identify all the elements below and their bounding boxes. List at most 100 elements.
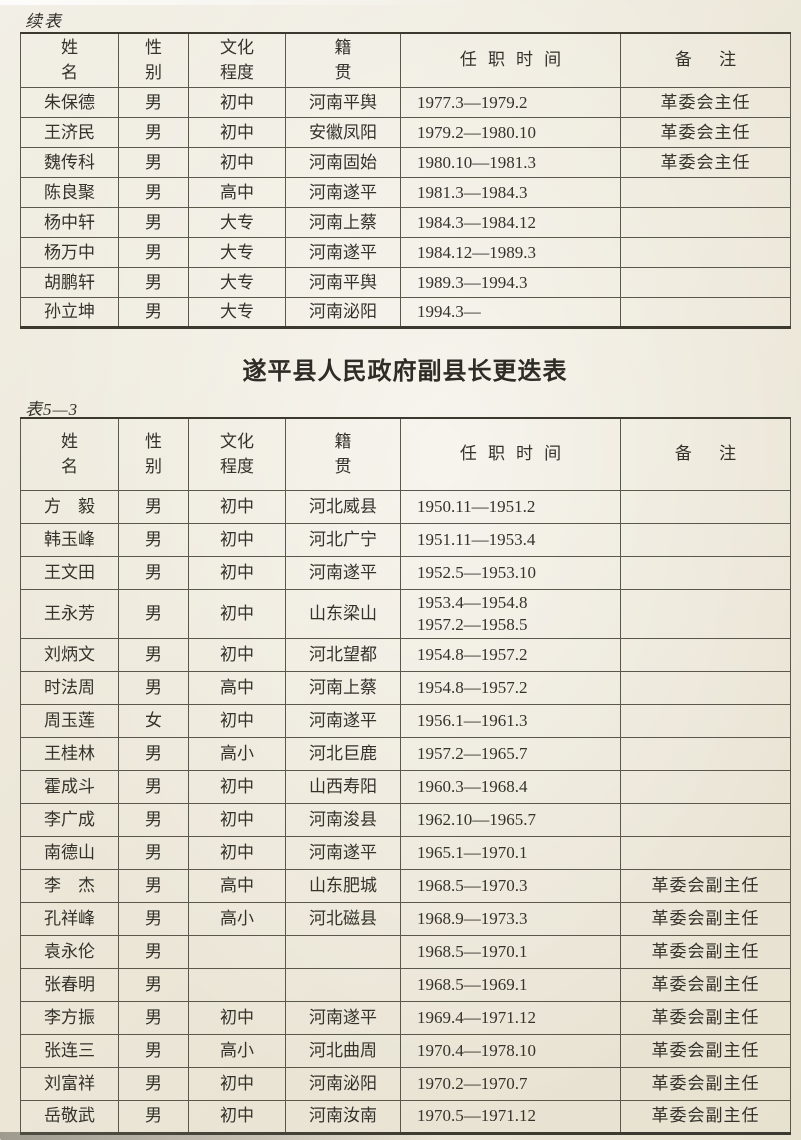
col-header-gender: 性 别	[118, 32, 189, 89]
col-header-name: 姓 名	[20, 32, 119, 89]
header-row: 姓 名 性 别 文化 程度 籍 贯 任职时间 备注	[20, 32, 791, 89]
table-cell: 河南遂平	[285, 703, 401, 738]
table-cell: 李广成	[20, 802, 119, 837]
table-cell: 男	[118, 588, 189, 639]
table-cell: 1962.10—1965.7	[400, 802, 621, 837]
table-cell: 1960.3—1968.4	[400, 769, 621, 804]
table-cell	[620, 237, 791, 269]
table-row: 李广成男初中 河南浚县 1962.10—1965.7	[20, 802, 791, 837]
table-cell: 革委会主任	[620, 117, 791, 149]
table-cell: 1979.2—1980.10	[400, 117, 621, 149]
table-cell: 1994.3—	[400, 297, 621, 329]
table-cell: 时法周	[20, 670, 119, 705]
table-cell: 魏传科	[20, 147, 119, 179]
table-cell: 男	[118, 736, 189, 771]
table-cell: 河南固始	[285, 147, 401, 179]
table-cell	[620, 177, 791, 209]
table-cell: 1953.4—1954.8 1957.2—1958.5	[400, 588, 621, 639]
table-cell: 1956.1—1961.3	[400, 703, 621, 738]
col-header-native-place: 籍 贯	[285, 32, 401, 89]
table-cell: 河北威县	[285, 489, 401, 524]
table-cell: 男	[118, 555, 189, 590]
table-cell: 河南遂平	[285, 835, 401, 870]
table-cell	[620, 555, 791, 590]
continued-table-label: 续表	[25, 12, 63, 31]
table-cell	[188, 934, 286, 969]
table-cell: 革委会主任	[620, 147, 791, 179]
table-cell: 1968.5—1969.1	[400, 967, 621, 1002]
table-cell: 1980.10—1981.3	[400, 147, 621, 179]
table-cell: 王永芳	[20, 588, 119, 639]
table-cell	[620, 489, 791, 524]
table-cell: 革委会副主任	[620, 901, 791, 936]
table-cell: 初中	[188, 1099, 286, 1134]
col-header-name: 姓 名	[20, 417, 119, 491]
col-header-education: 文化 程度	[188, 32, 286, 89]
table-cell: 刘富祥	[20, 1066, 119, 1101]
table-cell: 高中	[188, 868, 286, 903]
table-cell: 河北望都	[285, 637, 401, 672]
table-cell: 河南泌阳	[285, 1066, 401, 1101]
table-cell: 刘炳文	[20, 637, 119, 672]
table-cell: 初中	[188, 802, 286, 837]
table-cell	[620, 522, 791, 557]
table-cell	[620, 267, 791, 299]
table-cell: 大专	[188, 207, 286, 239]
table-cell: 革委会副主任	[620, 1033, 791, 1068]
table-cell: 男	[118, 1000, 189, 1035]
table-row: 王文田男初中 河南遂平 1952.5—1953.10	[20, 555, 791, 590]
table-row: 杨中轩男大专 河南上蔡 1984.3—1984.12	[20, 207, 791, 239]
table-cell: 男	[118, 670, 189, 705]
table-cell: 男	[118, 177, 189, 209]
table-cell: 河南上蔡	[285, 670, 401, 705]
table-cell: 河北广宁	[285, 522, 401, 557]
table-cell: 山东肥城	[285, 868, 401, 903]
table-cell	[620, 670, 791, 705]
table-cell: 河南泌阳	[285, 297, 401, 329]
table-cell	[620, 802, 791, 837]
table-row: 周玉莲女初中 河南遂平 1956.1—1961.3	[20, 703, 791, 738]
table-cell: 初中	[188, 1000, 286, 1035]
table-cell: 山西寿阳	[285, 769, 401, 804]
table-cell	[620, 703, 791, 738]
table-cell: 1970.2—1970.7	[400, 1066, 621, 1101]
table-cell: 朱保德	[20, 87, 119, 119]
table-row: 杨万中男大专 河南遂平 1984.12—1989.3	[20, 237, 791, 269]
table-cell: 高小	[188, 1033, 286, 1068]
table-cell: 1989.3—1994.3	[400, 267, 621, 299]
table-cell: 韩玉峰	[20, 522, 119, 557]
table-cell: 男	[118, 967, 189, 1002]
table-cell: 河北巨鹿	[285, 736, 401, 771]
table-cell: 河南遂平	[285, 237, 401, 269]
table-cell: 初中	[188, 522, 286, 557]
col-header-tenure: 任职时间	[400, 32, 621, 89]
table-cell: 1970.4—1978.10	[400, 1033, 621, 1068]
table-cell: 河南汝南	[285, 1099, 401, 1134]
table-cell: 李方振	[20, 1000, 119, 1035]
table-cell: 李 杰	[20, 868, 119, 903]
table-cell: 男	[118, 522, 189, 557]
header-row: 姓 名 性 别 文化 程度 籍 贯 任职时间 备注	[20, 417, 791, 491]
table-cell: 孔祥峰	[20, 901, 119, 936]
table-row: 王济民男初中 安徽凤阳 1979.2—1980.10 革委会主任	[20, 117, 791, 149]
table-row: 陈良聚男高中 河南遂平 1981.3—1984.3	[20, 177, 791, 209]
table-cell: 安徽凤阳	[285, 117, 401, 149]
table-row: 张春明男 1968.5—1969.1 革委会副主任	[20, 967, 791, 1002]
table-cell: 岳敬武	[20, 1099, 119, 1134]
table-cell: 大专	[188, 297, 286, 329]
table-cell: 1954.8—1957.2	[400, 670, 621, 705]
table-cell: 革委会主任	[620, 87, 791, 119]
table-cell	[620, 207, 791, 239]
col-header-tenure: 任职时间	[400, 417, 621, 491]
deputy-magistrate-table: 姓 名 性 别 文化 程度 籍 贯 任职时间 备注 方 毅男初中 河北威县 1950…	[20, 417, 791, 1135]
table-cell	[620, 588, 791, 639]
table-number-label: 表5—3	[25, 400, 79, 420]
table-cell: 河南遂平	[285, 1000, 401, 1035]
table-cell: 男	[118, 1066, 189, 1101]
table-row: 韩玉峰男初中 河北广宁 1951.11—1953.4	[20, 522, 791, 557]
table-cell: 王济民	[20, 117, 119, 149]
table-row: 李 杰男高中 山东肥城 1968.5—1970.3 革委会副主任	[20, 868, 791, 903]
table-cell: 1954.8—1957.2	[400, 637, 621, 672]
table-cell: 初中	[188, 147, 286, 179]
